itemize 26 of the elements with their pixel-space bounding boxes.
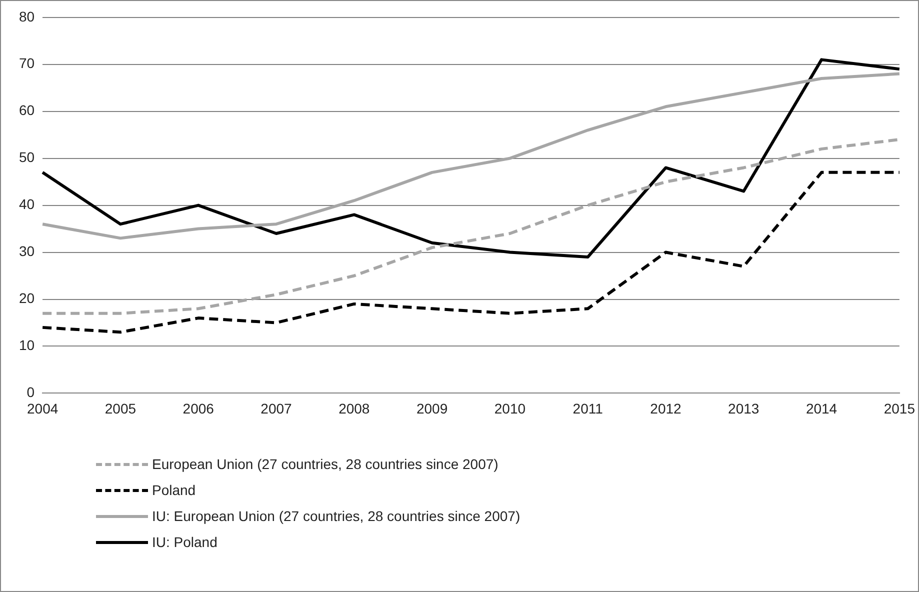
line-series	[41, 170, 901, 334]
y-tick-label: 0	[26, 384, 35, 400]
x-tick-label: 2005	[104, 400, 136, 416]
y-tick-label: 40	[18, 196, 35, 212]
legend-label: IU: European Union (27 countries, 28 countries since 2007)	[152, 508, 520, 524]
x-tick-label: 2011	[572, 400, 604, 416]
x-tick-label: 2012	[650, 400, 682, 416]
legend-label: Poland	[152, 482, 196, 498]
legend-label: European Union (27 countries, 28 countries since 2007)	[152, 456, 498, 472]
legend-label: IU: Poland	[152, 534, 218, 550]
x-tick-label: 2006	[182, 400, 214, 416]
x-tick-label: 2004	[26, 400, 58, 416]
y-tick-label: 80	[18, 8, 35, 24]
x-tick-label: 2008	[338, 400, 370, 416]
y-tick-label: 30	[18, 243, 35, 260]
x-tick-label: 2014	[806, 400, 838, 416]
y-tick-label: 50	[18, 149, 35, 166]
y-tick-label: 20	[18, 290, 35, 306]
y-tick-label: 60	[18, 102, 35, 118]
y-tick-label: 70	[18, 55, 35, 72]
x-tick-label: 2007	[260, 400, 292, 416]
x-tick-label: 2015	[884, 400, 916, 416]
x-tick-label: 2010	[494, 400, 526, 416]
y-tick-label: 10	[18, 337, 35, 354]
x-tick-label: 2013	[728, 400, 760, 416]
x-tick-label: 2009	[416, 400, 448, 416]
